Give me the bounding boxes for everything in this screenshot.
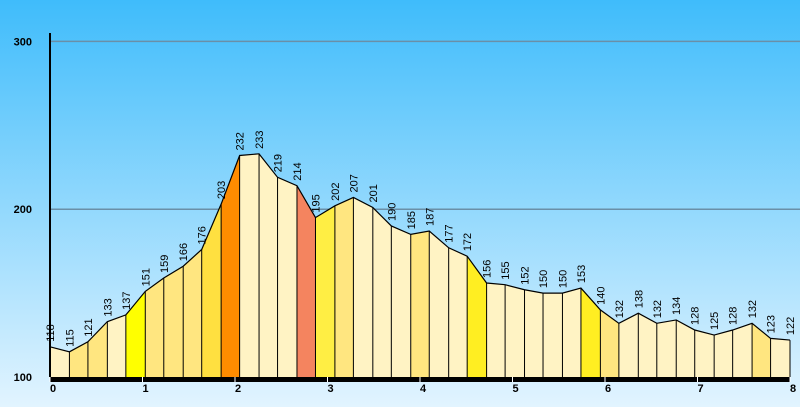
y-tick-label: 200 bbox=[14, 204, 32, 216]
segment bbox=[239, 153, 260, 377]
segment bbox=[221, 155, 240, 377]
value-label: 134 bbox=[671, 297, 683, 315]
segment bbox=[410, 231, 430, 377]
value-label: 128 bbox=[690, 307, 702, 325]
value-label: 166 bbox=[178, 243, 190, 261]
segment bbox=[315, 205, 335, 377]
segment bbox=[391, 225, 411, 377]
value-label: 156 bbox=[482, 260, 494, 278]
x-tick-label: 2 bbox=[235, 383, 241, 395]
segment bbox=[259, 153, 278, 377]
segment bbox=[87, 321, 108, 377]
y-tick-label: 300 bbox=[14, 36, 32, 48]
segment bbox=[694, 330, 715, 377]
segment bbox=[125, 291, 146, 377]
segment bbox=[277, 177, 297, 377]
value-label: 233 bbox=[254, 130, 266, 148]
value-label: 137 bbox=[121, 292, 133, 310]
segment bbox=[676, 319, 695, 377]
value-label: 185 bbox=[406, 211, 418, 229]
value-label: 125 bbox=[709, 312, 721, 330]
segment bbox=[656, 319, 677, 377]
segment bbox=[638, 313, 657, 377]
value-label: 150 bbox=[538, 270, 550, 288]
segment bbox=[600, 309, 619, 377]
segment bbox=[714, 330, 733, 377]
value-label: 123 bbox=[766, 315, 778, 333]
value-label: 152 bbox=[520, 266, 532, 284]
value-label: 153 bbox=[576, 265, 588, 283]
value-label: 150 bbox=[557, 270, 569, 288]
segment bbox=[201, 204, 222, 377]
value-label: 195 bbox=[310, 194, 322, 212]
value-label: 132 bbox=[652, 300, 664, 318]
segment bbox=[372, 207, 392, 377]
value-label: 172 bbox=[462, 233, 474, 251]
value-label: 187 bbox=[424, 208, 436, 226]
value-label: 190 bbox=[386, 203, 398, 221]
segment bbox=[543, 293, 563, 377]
segment bbox=[50, 346, 70, 377]
x-tick-label: 6 bbox=[605, 383, 611, 395]
segment bbox=[163, 266, 184, 377]
value-label: 219 bbox=[273, 154, 285, 172]
value-label: 207 bbox=[348, 174, 360, 192]
segment bbox=[183, 249, 202, 377]
value-label: 132 bbox=[614, 300, 626, 318]
value-label: 121 bbox=[83, 318, 95, 336]
value-label: 232 bbox=[235, 132, 247, 150]
value-label: 151 bbox=[140, 268, 152, 286]
value-label: 122 bbox=[785, 317, 797, 335]
y-tick-label: 100 bbox=[14, 372, 32, 384]
x-tick-label: 7 bbox=[697, 383, 703, 395]
value-label: 201 bbox=[368, 184, 380, 202]
segment bbox=[524, 289, 544, 377]
value-label: 155 bbox=[500, 261, 512, 279]
segment bbox=[618, 313, 639, 377]
value-label: 138 bbox=[633, 290, 645, 308]
x-tick-label: 5 bbox=[512, 383, 518, 395]
value-label: 177 bbox=[444, 224, 456, 242]
value-label: 202 bbox=[330, 182, 342, 200]
segment bbox=[580, 288, 601, 377]
x-tick-label: 1 bbox=[142, 383, 148, 395]
segment bbox=[732, 323, 753, 377]
value-label: 140 bbox=[595, 287, 607, 305]
x-tick-label: 0 bbox=[50, 383, 56, 395]
x-tick-label: 8 bbox=[790, 383, 796, 395]
segment bbox=[486, 283, 506, 377]
segment bbox=[69, 341, 88, 377]
segment bbox=[334, 197, 354, 377]
segment bbox=[505, 284, 525, 377]
segment bbox=[467, 256, 487, 377]
value-label: 128 bbox=[728, 307, 740, 325]
profile-line bbox=[49, 153, 791, 353]
segment bbox=[770, 338, 790, 377]
value-label: 214 bbox=[292, 162, 304, 180]
value-label: 159 bbox=[159, 255, 171, 273]
segment bbox=[145, 277, 164, 377]
segment bbox=[107, 314, 126, 377]
segment bbox=[752, 323, 771, 377]
value-label: 176 bbox=[197, 226, 209, 244]
segment bbox=[353, 197, 373, 377]
segment bbox=[296, 185, 316, 377]
x-tick-label: 4 bbox=[420, 383, 427, 395]
x-tick-label: 3 bbox=[327, 383, 333, 395]
segment bbox=[562, 288, 581, 377]
value-label: 115 bbox=[64, 329, 76, 347]
value-label: 133 bbox=[102, 298, 114, 316]
segment bbox=[429, 231, 449, 377]
value-label: 132 bbox=[747, 300, 759, 318]
segment bbox=[448, 247, 468, 377]
